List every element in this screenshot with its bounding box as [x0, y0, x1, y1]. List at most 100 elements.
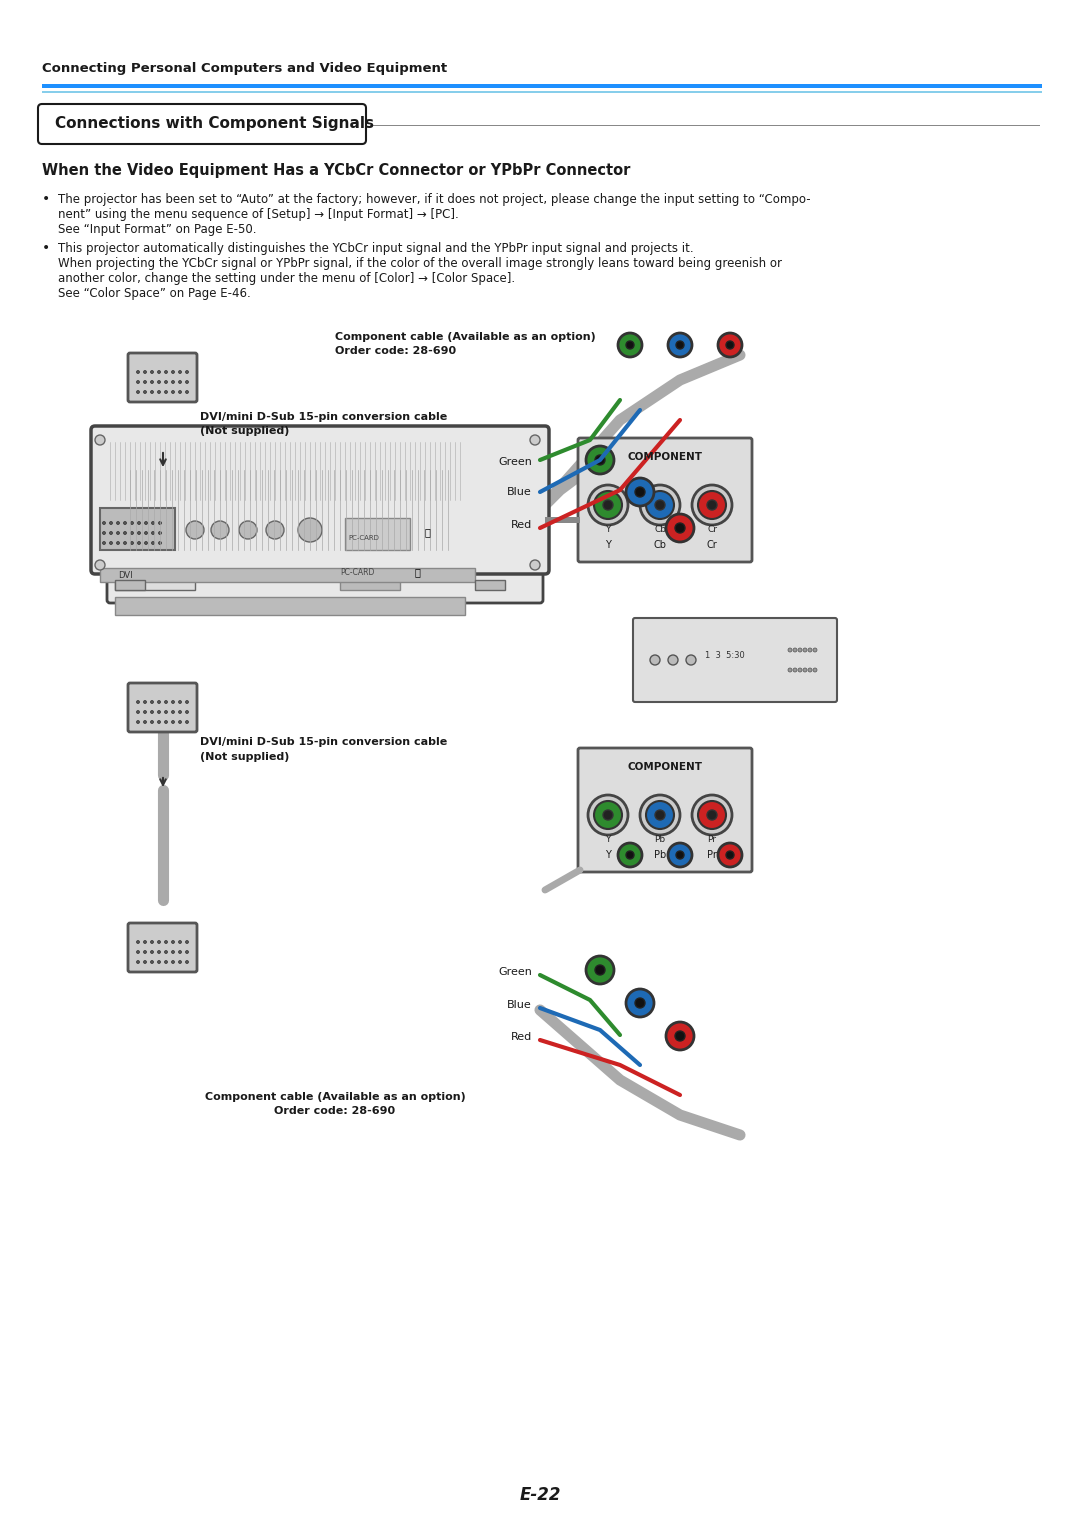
- Circle shape: [109, 531, 112, 534]
- Text: Component cable (Available as an option): Component cable (Available as an option): [204, 1093, 465, 1102]
- Text: Y: Y: [605, 850, 611, 861]
- Circle shape: [808, 649, 812, 652]
- Circle shape: [618, 842, 642, 867]
- Circle shape: [109, 542, 112, 545]
- Circle shape: [103, 522, 106, 525]
- Text: Y: Y: [605, 525, 610, 534]
- Text: Y: Y: [605, 540, 611, 549]
- Circle shape: [145, 531, 148, 534]
- Text: COMPONENT: COMPONENT: [627, 761, 702, 772]
- Text: Pb: Pb: [653, 850, 666, 861]
- Circle shape: [164, 391, 167, 394]
- Circle shape: [158, 371, 161, 374]
- Circle shape: [172, 371, 175, 374]
- Bar: [345, 517, 410, 549]
- Circle shape: [186, 391, 189, 394]
- Circle shape: [144, 951, 147, 954]
- Circle shape: [172, 700, 175, 703]
- Circle shape: [675, 1032, 685, 1041]
- Circle shape: [200, 560, 220, 580]
- Circle shape: [158, 711, 161, 714]
- Bar: [100, 508, 175, 549]
- Circle shape: [707, 501, 717, 510]
- Text: See “Input Format” on Page E-50.: See “Input Format” on Page E-50.: [58, 223, 257, 237]
- Circle shape: [172, 380, 175, 383]
- Circle shape: [158, 700, 161, 703]
- Bar: [114, 549, 195, 591]
- Circle shape: [646, 491, 674, 519]
- Circle shape: [595, 964, 605, 975]
- Circle shape: [186, 711, 189, 714]
- Text: Connecting Personal Computers and Video Equipment: Connecting Personal Computers and Video …: [42, 63, 447, 75]
- Circle shape: [172, 940, 175, 943]
- Circle shape: [530, 435, 540, 446]
- Circle shape: [594, 801, 622, 829]
- Circle shape: [654, 810, 665, 819]
- Circle shape: [145, 522, 148, 525]
- Circle shape: [793, 649, 797, 652]
- Circle shape: [117, 522, 120, 525]
- Circle shape: [669, 333, 692, 357]
- FancyBboxPatch shape: [38, 104, 366, 143]
- Circle shape: [626, 340, 634, 349]
- Circle shape: [159, 542, 162, 545]
- Circle shape: [298, 517, 322, 542]
- Circle shape: [136, 711, 139, 714]
- Circle shape: [131, 531, 134, 534]
- Circle shape: [117, 531, 120, 534]
- Circle shape: [95, 560, 105, 571]
- Circle shape: [164, 700, 167, 703]
- Circle shape: [137, 531, 140, 534]
- Circle shape: [669, 842, 692, 867]
- Circle shape: [675, 523, 685, 533]
- Circle shape: [804, 649, 807, 652]
- Circle shape: [158, 380, 161, 383]
- Text: Component cable (Available as an option): Component cable (Available as an option): [335, 333, 596, 342]
- Text: PC-CARD: PC-CARD: [340, 568, 375, 577]
- Circle shape: [186, 371, 189, 374]
- Circle shape: [603, 810, 613, 819]
- Text: DVI/mini D-Sub 15-pin conversion cable: DVI/mini D-Sub 15-pin conversion cable: [200, 412, 447, 423]
- Circle shape: [144, 391, 147, 394]
- Circle shape: [666, 514, 694, 542]
- Circle shape: [280, 560, 300, 580]
- FancyBboxPatch shape: [107, 447, 543, 603]
- Circle shape: [136, 700, 139, 703]
- Circle shape: [813, 649, 816, 652]
- Circle shape: [145, 542, 148, 545]
- FancyBboxPatch shape: [129, 353, 197, 401]
- Circle shape: [172, 711, 175, 714]
- Circle shape: [137, 542, 140, 545]
- Bar: [545, 517, 580, 523]
- Circle shape: [594, 491, 622, 519]
- Text: Pr: Pr: [707, 850, 717, 861]
- Circle shape: [178, 951, 181, 954]
- Circle shape: [698, 491, 726, 519]
- Circle shape: [798, 668, 802, 671]
- Circle shape: [666, 1022, 694, 1050]
- Text: Cb: Cb: [653, 540, 666, 549]
- Circle shape: [635, 487, 645, 497]
- Text: Red: Red: [511, 1032, 532, 1042]
- Text: This projector automatically distinguishes the YCbCr input signal and the YPbPr : This projector automatically distinguish…: [58, 243, 693, 255]
- FancyBboxPatch shape: [578, 438, 752, 562]
- Circle shape: [530, 560, 540, 571]
- Circle shape: [158, 391, 161, 394]
- Circle shape: [798, 649, 802, 652]
- Circle shape: [626, 852, 634, 859]
- Circle shape: [158, 960, 161, 963]
- Text: nent” using the menu sequence of [Setup] → [Input Format] → [PC].: nent” using the menu sequence of [Setup]…: [58, 208, 459, 221]
- Circle shape: [186, 951, 189, 954]
- Text: Cr: Cr: [706, 540, 717, 549]
- Circle shape: [136, 940, 139, 943]
- Circle shape: [144, 380, 147, 383]
- Circle shape: [692, 795, 732, 835]
- Circle shape: [626, 989, 654, 1016]
- Circle shape: [136, 951, 139, 954]
- Text: 🔒: 🔒: [415, 568, 421, 577]
- FancyBboxPatch shape: [578, 748, 752, 871]
- Text: Blue: Blue: [508, 487, 532, 497]
- Bar: [42, 92, 1042, 93]
- Circle shape: [793, 668, 797, 671]
- Text: When projecting the YCbCr signal or YPbPr signal, if the color of the overall im: When projecting the YCbCr signal or YPbP…: [58, 256, 782, 270]
